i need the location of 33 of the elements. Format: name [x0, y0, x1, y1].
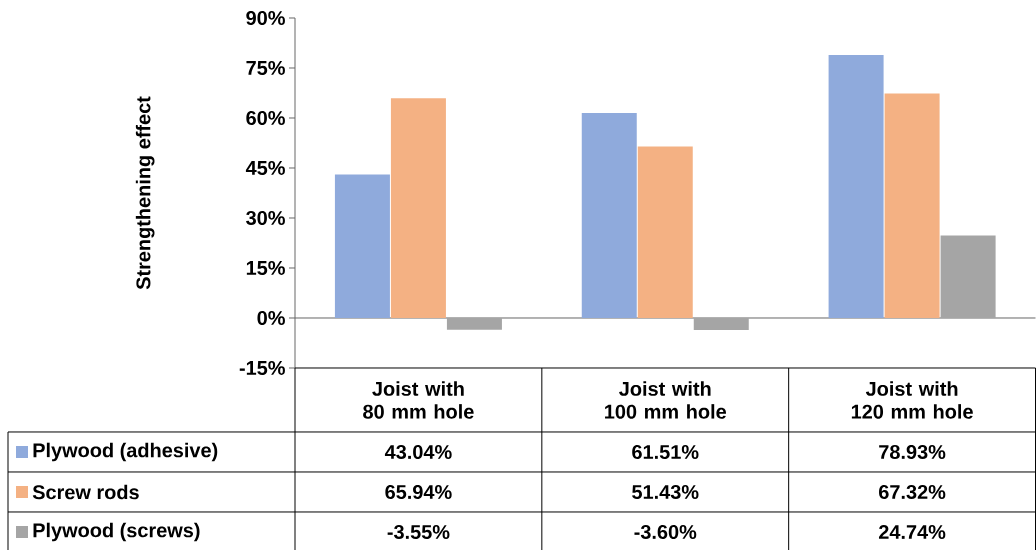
y-tick-label: 0% [257, 310, 285, 326]
data-label: 24.74% [878, 524, 946, 540]
data-label: 61.51% [632, 444, 699, 460]
legend-label: Plywood (screws) [33, 522, 200, 542]
data-label: 51.43% [632, 484, 699, 500]
bar [884, 93, 940, 318]
legend-label: Plywood (adhesive) [33, 442, 218, 462]
y-tick-label: 30% [246, 210, 285, 226]
bar [581, 112, 637, 318]
bar [334, 174, 390, 318]
y-tick-label: 90% [246, 10, 285, 26]
y-tick-label: 60% [246, 110, 285, 126]
data-label: -3.55% [387, 524, 450, 540]
data-label: 43.04% [384, 444, 452, 460]
bar [828, 54, 884, 318]
y-tick-label: 45% [245, 160, 285, 176]
y-tick-label: 75% [246, 60, 285, 76]
bar [693, 317, 749, 330]
x-tick-label: Joist with 80 mm hole [363, 381, 474, 419]
bar [446, 317, 502, 330]
x-tick-label: Joist with 100 mm hole [605, 381, 727, 419]
y-axis-title: Strengthening effect [135, 96, 155, 290]
y-tick-label: 15% [246, 260, 285, 276]
y-tick-label: -15% [239, 360, 285, 376]
legend-label: Screw rods [32, 484, 139, 500]
data-label: 67.32% [879, 484, 946, 500]
bar [637, 146, 693, 318]
data-label: 65.94% [385, 484, 452, 500]
bar [390, 98, 446, 318]
x-tick-label: Joist with 120 mm hole [851, 381, 973, 419]
data-label: -3.60% [634, 524, 697, 540]
data-label: 78.93% [879, 444, 946, 460]
bar [940, 235, 996, 318]
